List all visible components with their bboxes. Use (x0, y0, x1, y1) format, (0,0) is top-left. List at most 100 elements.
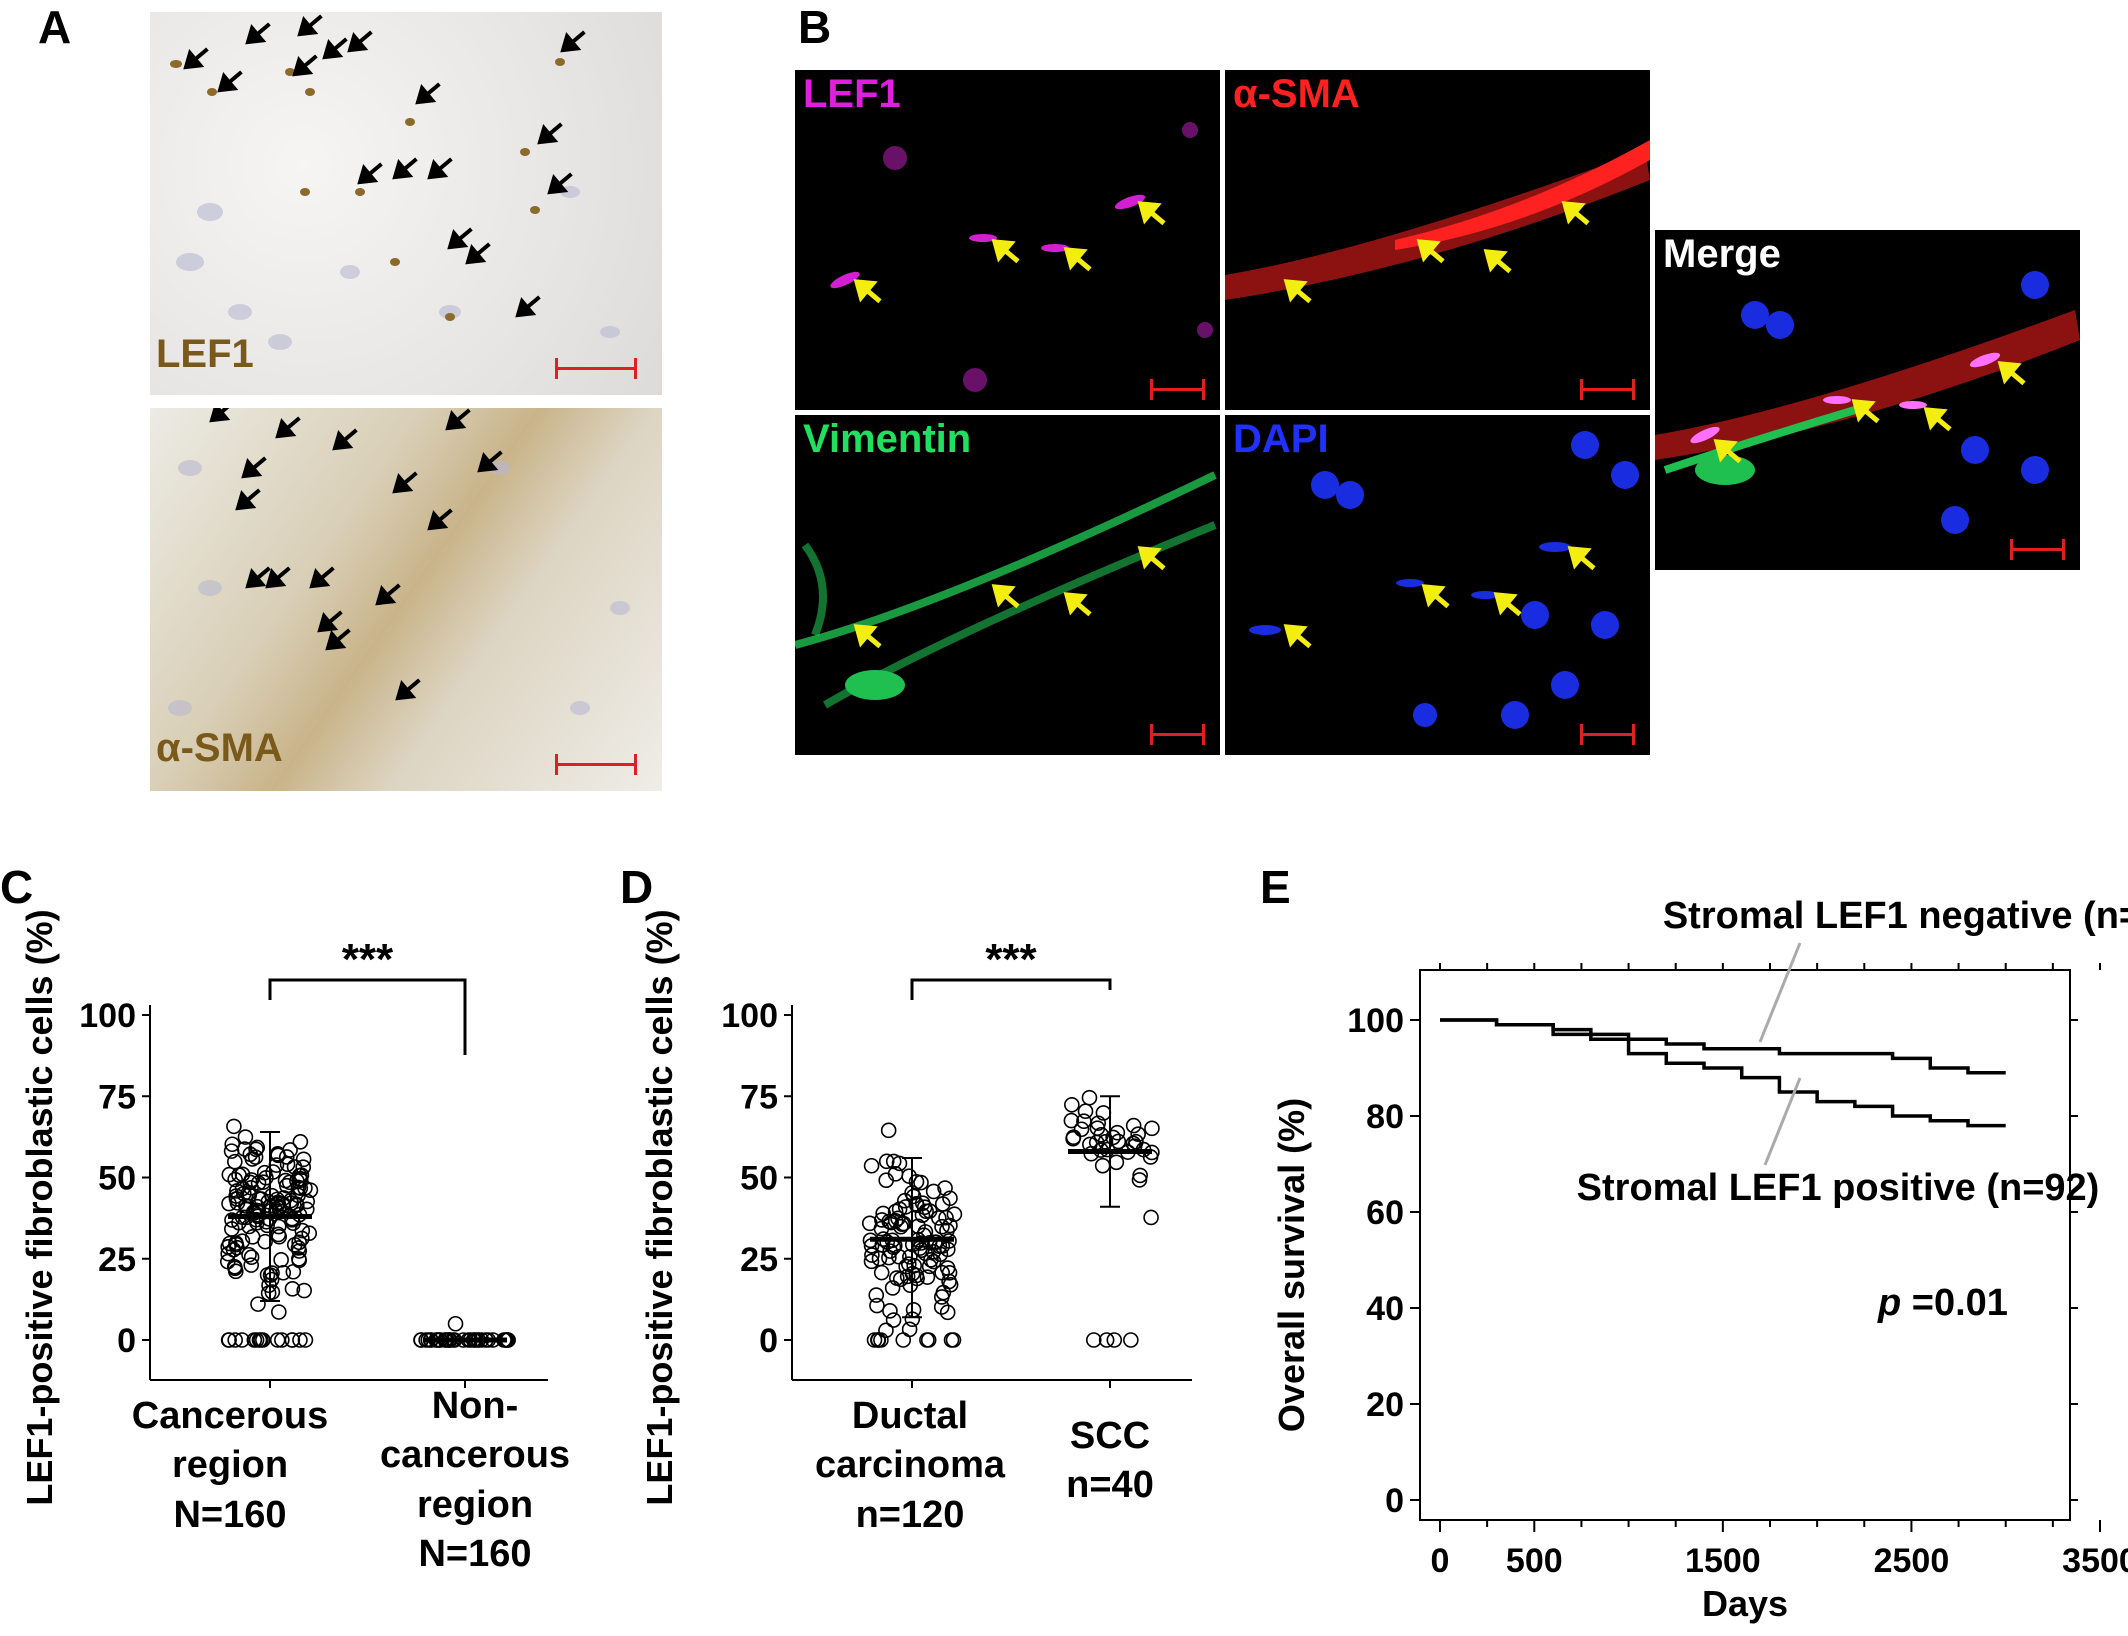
data-point (292, 1134, 309, 1150)
scale-bar (1150, 724, 1205, 745)
data-point (226, 1118, 242, 1135)
fluor-dapi-signal (1249, 431, 1639, 729)
data-point (893, 1218, 909, 1235)
data-point (229, 1191, 245, 1207)
data-point (1131, 1172, 1148, 1188)
ihc-image-asma: α-SMA (150, 408, 662, 791)
x-axis-label: Days (1702, 1583, 1788, 1624)
data-point (919, 1269, 936, 1285)
plot-frame (1419, 969, 2071, 1521)
y-tick-label: 100 (79, 997, 136, 1035)
series-label-positive: Stromal LEF1 positive (n=92) (1577, 1167, 2100, 1209)
data-point (941, 1273, 957, 1290)
category-label-ductal: Ductal carcinoma n=120 (780, 1392, 1040, 1540)
y-tick-label: 50 (98, 1160, 136, 1198)
data-point (869, 1297, 885, 1314)
data-point (891, 1248, 907, 1265)
data-point (878, 1172, 895, 1189)
data-point (237, 1129, 254, 1145)
data-point (269, 1332, 286, 1348)
data-point (264, 1284, 281, 1300)
data-point (278, 1149, 295, 1165)
data-point (253, 1332, 269, 1348)
category-label-scc: SCC n=40 (1020, 1412, 1200, 1511)
label-line: SCC (1069, 1415, 1151, 1457)
y-tick-label: 25 (98, 1241, 136, 1279)
data-point (289, 1197, 305, 1214)
fluor-label-lef1: LEF1 (803, 72, 901, 116)
data-point (281, 1174, 298, 1191)
y-axis-label: Overall survival (%) (1271, 1098, 1312, 1432)
data-point (1085, 1332, 1102, 1348)
fluor-vimentin-signal (795, 471, 1217, 709)
data-point (246, 1205, 262, 1221)
scale-bar (1580, 379, 1635, 400)
x-tick-label: 3500 (2062, 1542, 2128, 1580)
fluor-image-dapi: DAPI (1225, 415, 1650, 755)
significance-bracket (910, 978, 1112, 1000)
scale-bar (1150, 379, 1205, 400)
data-point (920, 1332, 937, 1348)
data-point (901, 1321, 918, 1338)
y-tick-label: 100 (721, 997, 778, 1035)
survival-curve-negative (1440, 1018, 2006, 1075)
data-point (921, 1258, 938, 1275)
scatter-chart-c: LEF1-positive fibroblastic cells (%) 0 25 5… (19, 909, 548, 1506)
data-point (250, 1296, 266, 1312)
data-point (297, 1332, 314, 1348)
data-point (885, 1153, 902, 1170)
data-point (870, 1332, 886, 1348)
data-point (914, 1195, 931, 1211)
ihc-image-lef1: LEF1 (150, 12, 662, 395)
y-tick-label: 0 (1385, 1482, 1404, 1520)
fluor-image-asma: α-SMA (1225, 70, 1650, 410)
category-label-cancerous: Cancerous region N=160 (100, 1392, 360, 1540)
data-point (934, 1218, 950, 1235)
data-point (447, 1315, 464, 1332)
y-tick-label: 100 (1347, 1002, 1404, 1040)
category-label-noncancerous: Non- cancerous region N=160 (340, 1382, 610, 1580)
data-point (295, 1151, 312, 1168)
data-point (274, 1332, 290, 1348)
data-point (864, 1247, 880, 1263)
data-point (1094, 1157, 1111, 1174)
label-line: n=120 (855, 1493, 965, 1536)
survival-chart-e: 0 20 40 60 80 100 0 500 1500 2500 3500 Days Overall … (1271, 895, 2128, 1624)
data-point (292, 1332, 308, 1348)
y-tick-label: 75 (98, 1078, 136, 1116)
fluor-image-lef1: LEF1 (795, 70, 1220, 410)
fluor-image-merge: Merge (1655, 230, 2080, 570)
data-point (873, 1264, 890, 1281)
data-point (887, 1213, 904, 1229)
p-symbol: p (1877, 1282, 1901, 1324)
leader-line-positive (1763, 1077, 1802, 1166)
data-point (1073, 1121, 1090, 1138)
data-point (863, 1253, 880, 1270)
data-point (863, 1157, 880, 1174)
label-line: N=160 (418, 1533, 532, 1576)
data-point (868, 1287, 885, 1303)
scale-bar (555, 358, 637, 379)
data-point (293, 1167, 310, 1183)
data-point (227, 1263, 244, 1280)
data-point (908, 1196, 925, 1212)
fluor-label-vimentin: Vimentin (803, 417, 972, 461)
data-point (1106, 1332, 1123, 1348)
data-point (1064, 1096, 1080, 1113)
data-point (1063, 1112, 1080, 1129)
fluor-image-vimentin: Vimentin (795, 415, 1220, 755)
fluor-lef1-signal (830, 122, 1213, 392)
data-point (878, 1322, 894, 1339)
data-point (243, 1249, 260, 1266)
fluor-label-merge: Merge (1663, 232, 1781, 276)
data-point (263, 1271, 280, 1288)
fluor-label-asma: α-SMA (1233, 72, 1360, 116)
data-point (234, 1332, 250, 1348)
data-point (241, 1246, 257, 1263)
p-value: =0.01 (1901, 1282, 2008, 1324)
data-point (236, 1141, 253, 1157)
data-point (285, 1263, 302, 1280)
fluor-asma-signal (1225, 140, 1650, 304)
scale-bar (1580, 724, 1635, 745)
data-point (1110, 1133, 1127, 1150)
